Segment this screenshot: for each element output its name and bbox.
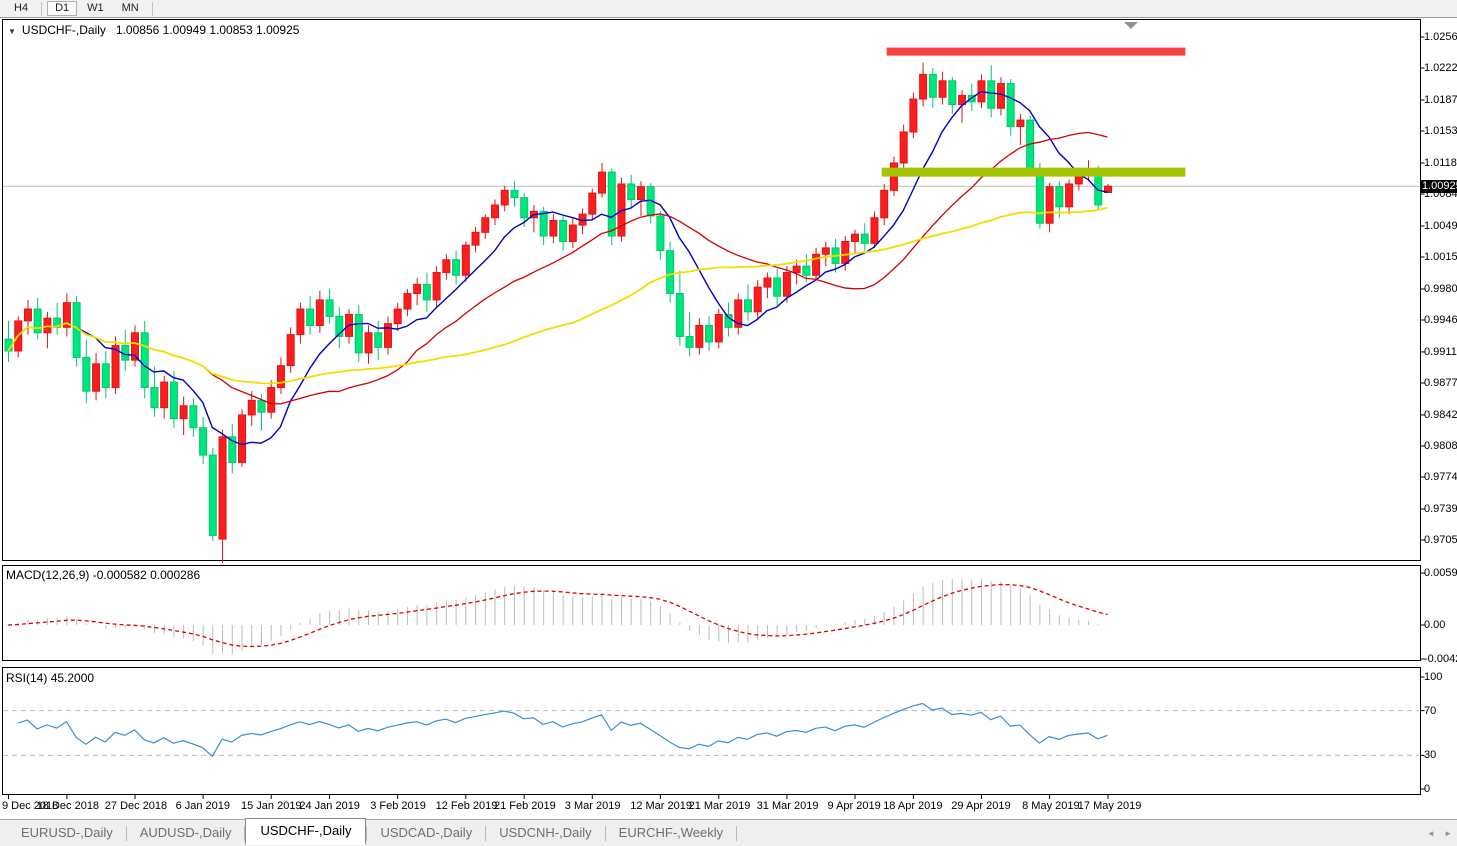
rsi-axis-label: 100 — [1424, 671, 1443, 683]
chart-tab-usdcnh-daily[interactable]: USDCNH-,Daily — [499, 825, 592, 840]
chart-symbol-label: USDCHF-,Daily — [21, 23, 106, 37]
price-axis-label: 1.01180 — [1424, 156, 1457, 169]
chart-tab-usdcad-daily[interactable]: USDCAD-,Daily — [380, 825, 473, 840]
date-axis-label: 6 Jan 2019 — [175, 800, 231, 812]
ma-fast-line — [7, 91, 1108, 446]
date-axis-label: 17 May 2019 — [1077, 800, 1142, 812]
date-axis-label: 12 Feb 2019 — [435, 800, 498, 812]
chart-shift-marker-icon — [1124, 22, 1138, 29]
tab-scroll-arrows: ◄ ► — [1420, 829, 1452, 838]
price-axis-label: 1.00490 — [1424, 219, 1457, 232]
macd-axis-label: 0.00597 — [1424, 567, 1457, 580]
rsi-value: 45.2000 — [50, 671, 95, 685]
date-axis-label: 18 Apr 2019 — [883, 800, 943, 812]
date-axis-label: 12 Mar 2019 — [630, 800, 692, 812]
chart-tab-usdchf-daily[interactable]: USDCHF-,Daily — [245, 818, 367, 845]
macd-histogram — [17, 578, 1109, 655]
rsi-line — [17, 702, 1108, 758]
tab-separator — [485, 825, 487, 841]
tab-separator — [125, 825, 127, 841]
tab-separator — [736, 825, 738, 841]
price-axis-label: 1.02560 — [1424, 31, 1457, 43]
date-axis-label: 29 Apr 2019 — [951, 800, 1011, 812]
chart-tab-audusd-daily[interactable]: AUDUSD-,Daily — [139, 825, 232, 840]
date-axis-label: 8 May 2019 — [1022, 800, 1080, 812]
ma-slow-line — [7, 206, 1108, 385]
chart-tab-eurusd-daily[interactable]: EURUSD-,Daily — [21, 825, 113, 840]
date-axis-label: 27 Dec 2018 — [104, 800, 168, 812]
tab-separator — [244, 825, 246, 841]
rsi-axis-label: 30 — [1424, 749, 1437, 762]
timeframe-mn-button[interactable]: MN — [114, 1, 147, 16]
date-axis-label: 3 Mar 2019 — [564, 800, 621, 812]
macd-axis-label: 0.00 — [1424, 619, 1446, 631]
collapse-arrow-icon[interactable]: ▼ — [8, 27, 16, 36]
chart-tab-bar: EURUSD-,Daily AUDUSD-,Daily USDCHF-,Daily U… — [0, 818, 1457, 846]
rsi-axis-label: 70 — [1424, 704, 1437, 717]
chart-ohlc-values: 1.00856 1.00949 1.00853 1.00925 — [115, 23, 300, 37]
date-axis-label: 21 Feb 2019 — [493, 800, 556, 812]
date-axis-label: 15 Jan 2019 — [241, 800, 302, 812]
timeframe-toolbar: H4 D1 W1 MN — [0, 0, 1457, 18]
price-axis-label: 1.02220 — [1424, 62, 1457, 75]
chart-tab-eurchf-weekly[interactable]: EURCHF-,Weekly — [618, 825, 724, 840]
tabs-scroll-right-icon[interactable]: ► — [1444, 829, 1452, 838]
toolbar-separator — [41, 1, 43, 16]
toolbar-separator — [151, 1, 153, 16]
macd-signal-line — [7, 583, 1108, 648]
tab-separator — [604, 825, 606, 841]
macd-values: -0.000582 0.000286 — [92, 568, 201, 582]
date-axis-label: 9 Apr 2019 — [827, 800, 881, 812]
date-axis-label: 18 Dec 2018 — [36, 800, 100, 812]
date-axis-label: 21 Mar 2019 — [688, 800, 751, 812]
current-price-tag: 1.00925 — [1421, 180, 1457, 193]
chart-tabs: EURUSD-,Daily AUDUSD-,Daily USDCHF-,Daily U… — [0, 818, 1457, 846]
price-axis-label: 1.01530 — [1424, 125, 1457, 138]
date-axis-label: 9 Dec 2018 — [2, 800, 59, 812]
macd-name: MACD(12,26,9) — [6, 568, 90, 582]
tab-separator — [366, 825, 368, 841]
rsi-axis-label: 0 — [1424, 783, 1431, 795]
macd-indicator-label: MACD(12,26,9) -0.000582 0.000286 — [6, 568, 200, 582]
date-axis-label: 3 Feb 2019 — [370, 800, 426, 812]
chart-title: ▼ USDCHF-,Daily 1.00856 1.00949 1.00853 1.… — [8, 23, 299, 37]
timeframe-d1-button[interactable]: D1 — [47, 1, 78, 16]
macd-axis-label: -0.00424 — [1424, 653, 1457, 665]
timeframe-h4-button[interactable]: H4 — [6, 1, 36, 16]
tabs-scroll-left-icon[interactable]: ◄ — [1426, 829, 1435, 838]
date-axis-label: 24 Jan 2019 — [299, 800, 360, 812]
price-axis-label: 1.01870 — [1424, 93, 1457, 106]
timeframe-w1-button[interactable]: W1 — [79, 1, 112, 16]
rsi-name: RSI(14) — [6, 671, 48, 685]
rsi-indicator-label: RSI(14) 45.2000 — [6, 671, 94, 685]
date-axis-label: 31 Mar 2019 — [756, 800, 819, 812]
